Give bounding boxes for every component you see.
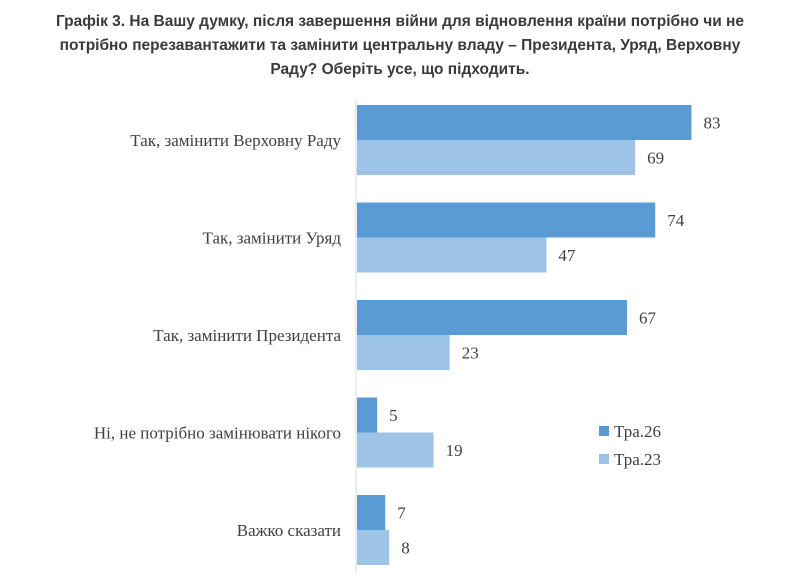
- chart-title-line-1: Графік 3. На Вашу думку, після завершенн…: [55, 13, 745, 30]
- bar-series-2: [357, 530, 390, 565]
- category-label: Важко сказати: [237, 521, 341, 540]
- data-label: 23: [462, 344, 479, 363]
- category-label: Так, замінити Уряд: [203, 229, 342, 248]
- bar-series-2: [357, 432, 434, 468]
- legend-swatch: [599, 426, 609, 436]
- bar-series-1: [357, 397, 378, 433]
- data-label: 74: [667, 211, 685, 230]
- category-label: Так, замінити Верховну Раду: [130, 131, 341, 150]
- chart-title-line-2: потрібно перезавантажити та замінити цен…: [59, 37, 741, 54]
- data-label: 47: [558, 246, 576, 265]
- category-labels: Так, замінити Верховну Раду Так, замінити…: [94, 131, 342, 540]
- legend-label: Тра.26: [614, 422, 661, 441]
- data-label: 19: [446, 441, 463, 460]
- category-label: Так, замінити Президента: [153, 326, 341, 345]
- legend-label: Тра.23: [614, 450, 661, 469]
- legend: Тра.26 Тра.23: [599, 422, 661, 469]
- data-label: 67: [639, 309, 657, 328]
- bar-series-2: [357, 335, 450, 370]
- bar-series-2: [357, 237, 547, 273]
- bar-series-1: [357, 495, 386, 530]
- bar-series-2: [357, 140, 636, 175]
- value-labels: 83 69 74 47 67 23 5 19 7 8: [389, 114, 720, 558]
- data-label: 7: [397, 504, 406, 523]
- bar-series-1: [357, 300, 628, 335]
- data-label: 5: [389, 406, 398, 425]
- chart-title-line-3: Раду? Оберіть усе, що підходить.: [270, 61, 530, 78]
- data-label: 8: [401, 539, 410, 558]
- bar-series-1: [357, 202, 656, 238]
- legend-swatch: [599, 454, 609, 464]
- data-label: 83: [703, 114, 720, 133]
- bars: [357, 105, 692, 565]
- data-label: 69: [647, 149, 664, 168]
- category-label: Ні, не потрібно замінювати нікого: [94, 424, 341, 443]
- chart-title: Графік 3. На Вашу думку, після завершенн…: [0, 10, 800, 82]
- bar-series-1: [357, 105, 692, 140]
